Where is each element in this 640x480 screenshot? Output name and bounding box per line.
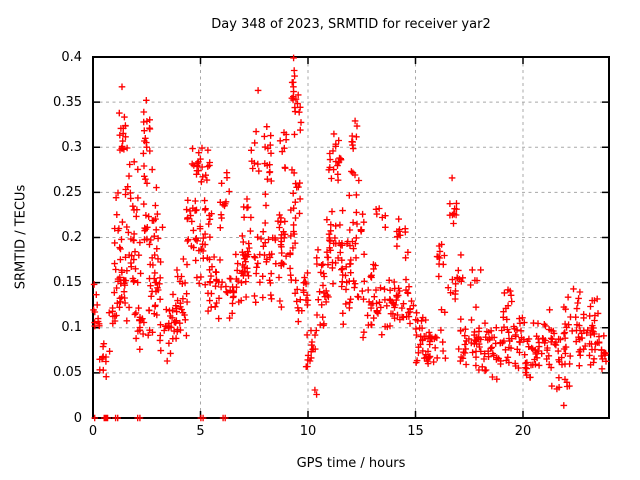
- y-tick-label: 0.4: [61, 49, 82, 65]
- x-tick-label: 0: [88, 424, 98, 439]
- plot-border: [92, 56, 610, 419]
- x-tick-label: 10: [299, 424, 317, 439]
- y-tick-label: 0.1: [61, 320, 82, 336]
- x-axis-title: GPS time / hours: [296, 456, 406, 471]
- y-tick-label: 0.05: [53, 365, 82, 381]
- y-tick-label: 0.15: [53, 275, 82, 291]
- grid-lines: [93, 57, 609, 418]
- chart-title: Day 348 of 2023, SRMTID for receiver yar…: [211, 17, 491, 32]
- y-tick-label: 0.2: [61, 230, 82, 245]
- x-tick-label: 15: [407, 424, 424, 439]
- x-tick-label: 20: [514, 424, 532, 439]
- y-tick-label: 0.35: [53, 94, 82, 110]
- y-tick-label: 0.3: [61, 139, 82, 155]
- data-points: [90, 54, 610, 422]
- y-tick-label: 0: [73, 410, 82, 426]
- y-tick-label: 0.25: [53, 184, 82, 200]
- x-tick-label: 5: [196, 424, 205, 439]
